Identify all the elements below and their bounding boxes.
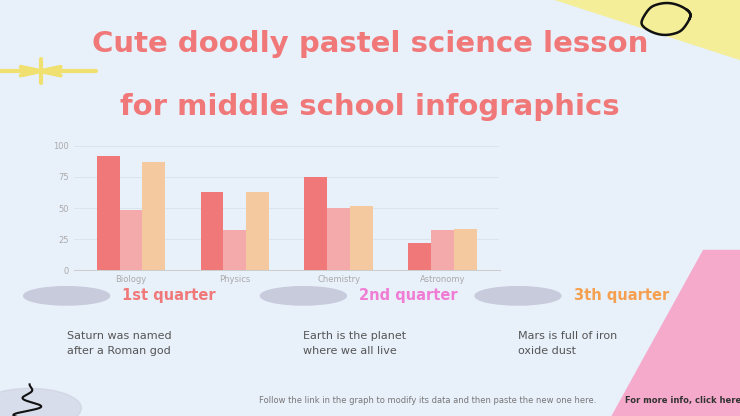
Bar (97, 156, 120, 270)
Bar (246, 192, 269, 270)
Text: Saturn was named
after a Roman god: Saturn was named after a Roman god (67, 331, 171, 356)
Bar (223, 230, 246, 270)
Bar (454, 229, 477, 270)
Bar (120, 210, 143, 270)
Text: Mars is full of iron
oxide dust: Mars is full of iron oxide dust (518, 331, 617, 356)
Polygon shape (607, 250, 740, 416)
Circle shape (24, 287, 110, 305)
Text: Follow the link in the graph to modify its data and then paste the new one here.: Follow the link in the graph to modify i… (259, 396, 599, 405)
Text: Earth is the planet
where we all live: Earth is the planet where we all live (303, 331, 406, 356)
Ellipse shape (0, 389, 81, 416)
Bar (143, 162, 165, 270)
Text: 2nd quarter: 2nd quarter (359, 287, 457, 302)
Text: Cute doodly pastel science lesson: Cute doodly pastel science lesson (92, 30, 648, 58)
Text: 1st quarter: 1st quarter (122, 287, 216, 302)
Text: for middle school infographics: for middle school infographics (120, 94, 620, 121)
Bar (350, 206, 373, 270)
Circle shape (260, 287, 346, 305)
Polygon shape (533, 0, 740, 71)
Bar (431, 230, 454, 270)
Text: 3th quarter: 3th quarter (574, 287, 669, 302)
Text: For more info, click here: For more info, click here (625, 396, 740, 405)
Bar (201, 192, 223, 270)
Bar (327, 208, 350, 270)
Bar (408, 243, 431, 270)
Bar (304, 177, 327, 270)
Circle shape (475, 287, 561, 305)
